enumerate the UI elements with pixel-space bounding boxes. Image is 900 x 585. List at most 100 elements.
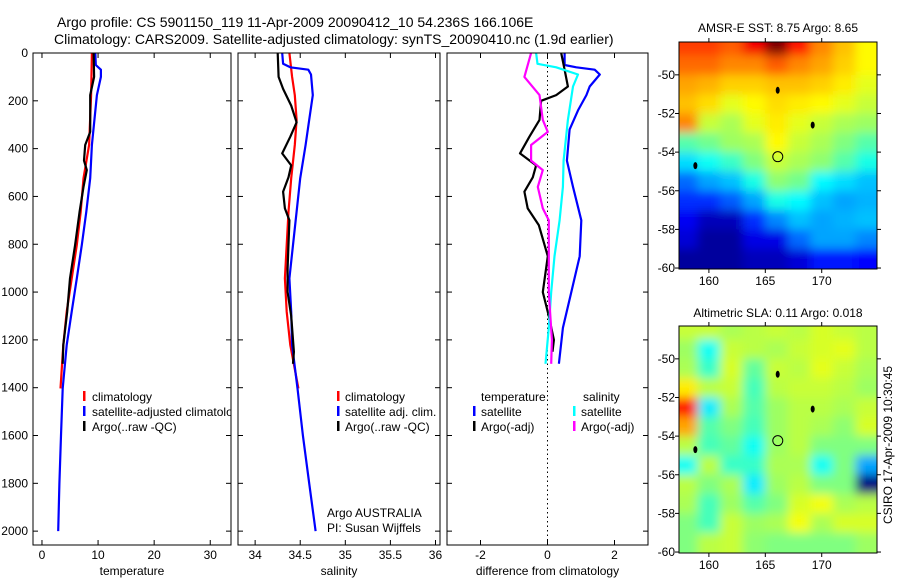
x-tick-label: 20 bbox=[147, 548, 161, 562]
heatmap-cell bbox=[765, 74, 789, 95]
heatmap-cell bbox=[810, 42, 834, 57]
legend-label: climatology bbox=[345, 390, 405, 404]
heatmap-cell bbox=[697, 152, 721, 173]
profile-panel-1: 0 200 400 600 800 1000 1200 1400 1600 1800 2000 0 10… bbox=[1, 46, 232, 578]
heatmap-cell bbox=[855, 152, 877, 173]
heatmap-clip bbox=[679, 326, 877, 553]
heatmap-cell bbox=[697, 474, 721, 495]
heatmap-cell bbox=[765, 190, 789, 211]
heatmap-cell bbox=[855, 455, 877, 476]
heatmap-cell bbox=[765, 326, 789, 341]
heatmap-cell bbox=[720, 74, 744, 95]
heatmap-cell bbox=[720, 532, 744, 553]
heatmap-cell bbox=[697, 494, 721, 514]
heatmap-cell bbox=[810, 113, 834, 134]
heatmap-cell bbox=[720, 416, 744, 437]
heatmap-cell bbox=[679, 326, 699, 341]
heatmap-cell bbox=[833, 229, 857, 250]
heatmap-cell bbox=[833, 326, 857, 341]
heatmap-cell bbox=[679, 494, 699, 514]
heatmap-cell bbox=[697, 210, 721, 230]
profile-location-marker bbox=[772, 151, 784, 163]
heatmap-cell bbox=[697, 55, 721, 76]
credit-timestamp: CSIRO 17-Apr-2009 10:30:45 bbox=[881, 366, 895, 524]
heatmap-cell bbox=[787, 326, 812, 341]
series-line-satellite-adjusted-climatology bbox=[57, 53, 103, 532]
series-line-argo-raw-qc- bbox=[61, 53, 96, 364]
map1-title: AMSR-E SST: 8.75 Argo: 8.65 bbox=[698, 21, 858, 35]
heatmap-cell bbox=[787, 171, 812, 192]
heatmap-cell bbox=[810, 436, 834, 457]
heatmap-cell bbox=[679, 94, 699, 115]
heatmap-cells bbox=[679, 326, 877, 553]
heatmap-cell bbox=[679, 378, 699, 399]
heatmap-cell bbox=[765, 113, 789, 134]
heatmap-cell bbox=[765, 210, 789, 230]
heatmap-cell bbox=[720, 455, 744, 476]
heatmap-cell bbox=[855, 494, 877, 514]
heatmap-cell bbox=[833, 171, 857, 192]
heatmap-cell bbox=[833, 132, 857, 153]
heatmap-cell bbox=[679, 113, 699, 134]
heatmap-cell bbox=[810, 339, 834, 360]
heatmap-cell bbox=[810, 378, 834, 399]
heatmap-cell bbox=[833, 455, 857, 476]
heatmap-cell bbox=[720, 229, 744, 250]
lon-tick-label: 160 bbox=[699, 558, 719, 572]
heatmap-cell bbox=[720, 513, 744, 534]
profile-panel-2: 34 34.5 35 35.5 36 salinity bbox=[237, 52, 442, 578]
x-tick-label: 35.5 bbox=[379, 548, 403, 562]
lat-tick-label: -58 bbox=[658, 222, 676, 236]
lat-tick-label: -58 bbox=[658, 506, 676, 520]
heatmap-cell bbox=[810, 326, 834, 341]
pi-label: PI: Susan Wijffels bbox=[327, 521, 421, 535]
heatmap-cell bbox=[787, 248, 812, 269]
heatmap-cell bbox=[765, 94, 789, 115]
heatmap-cell bbox=[855, 339, 877, 360]
heatmap-cell bbox=[720, 436, 744, 457]
heatmap-cell bbox=[765, 358, 789, 379]
heatmap-cell bbox=[720, 378, 744, 399]
lat-tick-label: -56 bbox=[658, 184, 676, 198]
heatmap-cell bbox=[833, 474, 857, 495]
temperature-legend: climatology satellite-adjusted climatolo… bbox=[83, 390, 245, 434]
y-tick-label: 600 bbox=[8, 189, 28, 203]
map-panel-2: 160 165 170 -50 -52 -54 -56 -58 -60 bbox=[658, 322, 881, 572]
legend-swatch-climatology bbox=[83, 391, 86, 401]
heatmap-cell bbox=[833, 339, 857, 360]
lat-tick-label: -52 bbox=[658, 106, 676, 120]
heatmap-cell bbox=[765, 455, 789, 476]
y-tick-label: 800 bbox=[8, 237, 28, 251]
heatmap-cell bbox=[855, 532, 877, 553]
axes-box bbox=[446, 52, 649, 546]
heatmap-cell bbox=[855, 113, 877, 134]
heatmap-cell bbox=[855, 513, 877, 534]
heatmap-cell bbox=[697, 190, 721, 211]
series-line-temperature-argo-adj- bbox=[518, 53, 570, 352]
heatmap-cell bbox=[833, 416, 857, 437]
heatmap-cell bbox=[787, 494, 812, 514]
heatmap-cell bbox=[787, 339, 812, 360]
heatmap-cell bbox=[810, 248, 834, 269]
legend-label: satellite-adjusted climatology bbox=[92, 405, 245, 419]
heatmap-cell bbox=[855, 171, 877, 192]
heatmap-cell bbox=[679, 532, 699, 553]
heatmap-cell bbox=[787, 132, 812, 153]
heatmap-cells bbox=[679, 42, 877, 269]
x-tick-label: 0 bbox=[544, 548, 551, 562]
heatmap-cell bbox=[742, 132, 766, 153]
x-tick-label: -2 bbox=[475, 548, 486, 562]
heatmap-cell bbox=[810, 455, 834, 476]
y-tick-label: 200 bbox=[8, 94, 28, 108]
x-tick-label: 0 bbox=[39, 548, 46, 562]
heatmap-cell bbox=[697, 326, 721, 341]
series-line-climatology bbox=[283, 53, 300, 389]
heatmap-cell bbox=[679, 455, 699, 476]
map-box bbox=[678, 41, 878, 270]
series-line-salinity-argo-adj- bbox=[523, 53, 554, 364]
heatmap-cell bbox=[833, 74, 857, 95]
heatmap-cell bbox=[742, 42, 766, 57]
x-tick-label: 30 bbox=[204, 548, 218, 562]
island-mark bbox=[775, 86, 780, 94]
series-group bbox=[276, 53, 317, 532]
